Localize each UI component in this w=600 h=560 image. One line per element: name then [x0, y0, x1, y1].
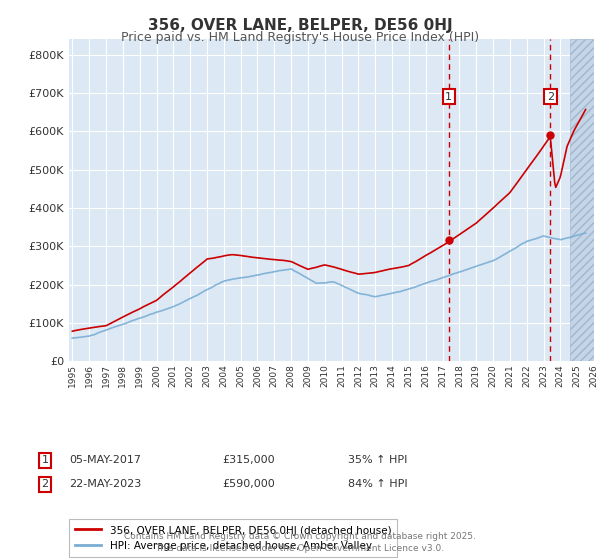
Text: £315,000: £315,000: [222, 455, 275, 465]
Text: Contains HM Land Registry data © Crown copyright and database right 2025.
This d: Contains HM Land Registry data © Crown c…: [124, 533, 476, 553]
Bar: [570, 39, 600, 361]
Text: 05-MAY-2017: 05-MAY-2017: [69, 455, 141, 465]
Legend: 356, OVER LANE, BELPER, DE56 0HJ (detached house), HPI: Average price, detached : 356, OVER LANE, BELPER, DE56 0HJ (detach…: [69, 519, 397, 557]
Text: 2: 2: [547, 92, 554, 102]
Text: 1: 1: [445, 92, 452, 102]
Text: Price paid vs. HM Land Registry's House Price Index (HPI): Price paid vs. HM Land Registry's House …: [121, 31, 479, 44]
Text: 84% ↑ HPI: 84% ↑ HPI: [348, 479, 407, 489]
Text: 2: 2: [41, 479, 49, 489]
Text: 22-MAY-2023: 22-MAY-2023: [69, 479, 141, 489]
Text: 35% ↑ HPI: 35% ↑ HPI: [348, 455, 407, 465]
Text: 356, OVER LANE, BELPER, DE56 0HJ: 356, OVER LANE, BELPER, DE56 0HJ: [148, 18, 452, 33]
Text: £590,000: £590,000: [222, 479, 275, 489]
Text: 1: 1: [41, 455, 49, 465]
